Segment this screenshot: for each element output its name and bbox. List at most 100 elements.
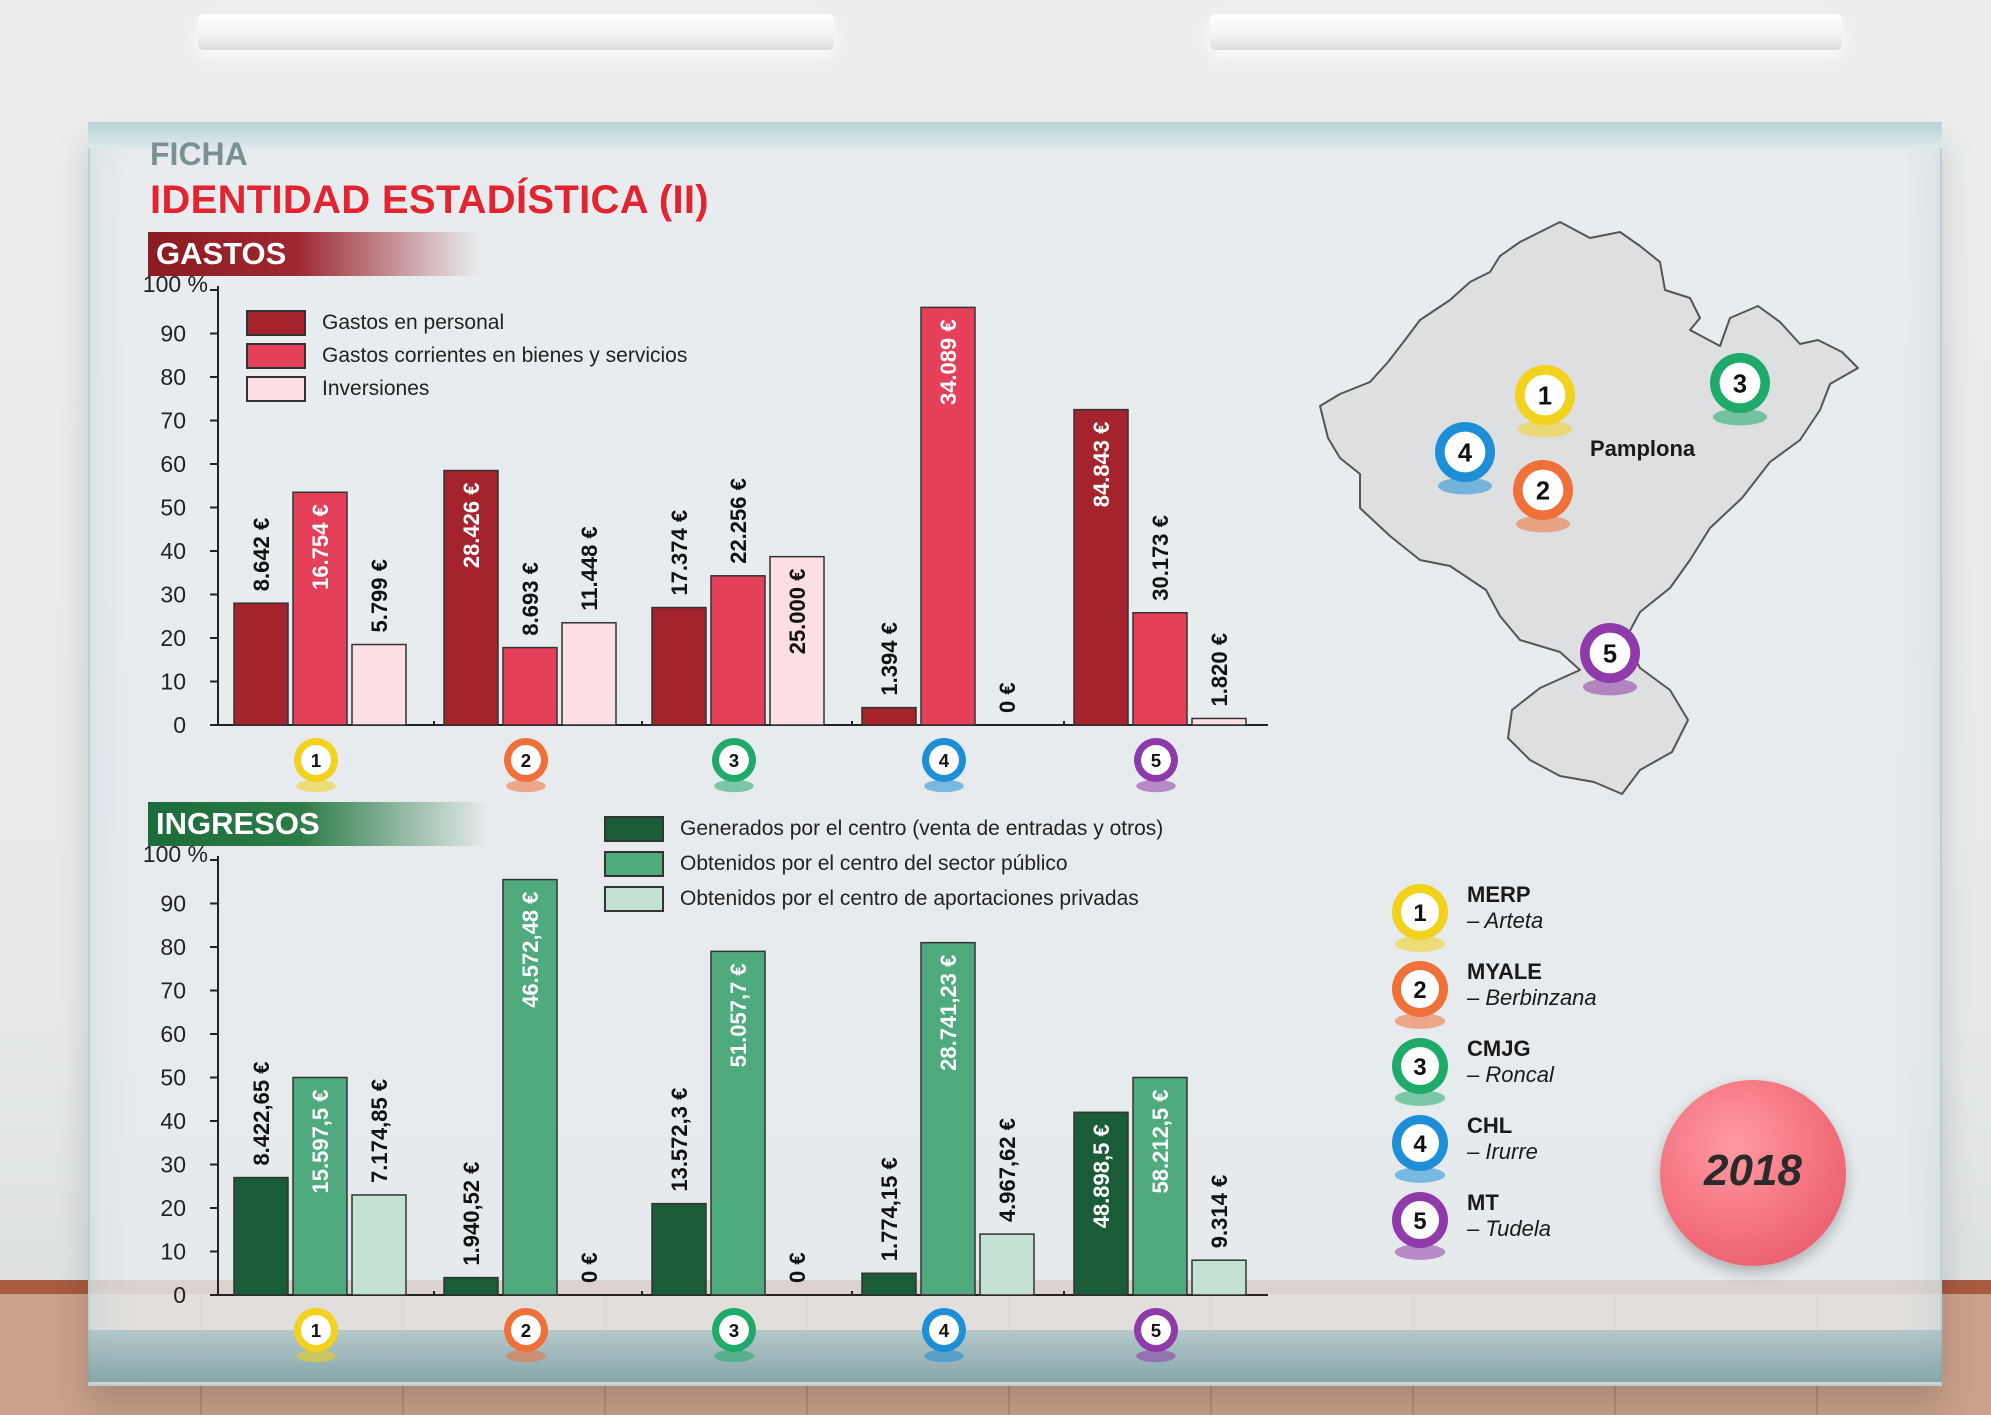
gastos-bar-s2-c2 — [502, 646, 558, 726]
ingresos-category-marker-1-number: 1 — [311, 1320, 321, 1341]
legend-label: Gastos corrientes en bienes y servicios — [322, 344, 688, 367]
ingresos-tick-label: 90 — [160, 891, 186, 917]
ingresos-bar-s1-c1 — [233, 1176, 289, 1296]
key-marker-5-base — [1394, 1244, 1446, 1260]
ingresos-category-marker-2-number: 2 — [521, 1320, 531, 1341]
gastos-value-label-s2-c1: 16.754 € — [308, 504, 333, 590]
chart-gastos: 0 10 20 30 40 50 60 70 80 90 100 % 8.642 € 28.426 € 1… — [143, 271, 1268, 793]
ingresos-tick-label: 0 — [173, 1282, 186, 1308]
key-place: – Arteta — [1467, 908, 1544, 933]
key-code: CHL — [1467, 1113, 1513, 1138]
gastos-tick-label: 50 — [160, 495, 186, 521]
map-marker-4: 4 — [1435, 422, 1495, 495]
gastos-bar-s1-c5 — [1073, 408, 1129, 726]
gastos-category-marker-1-base — [296, 779, 336, 793]
gastos-bar-s2-c4 — [920, 306, 976, 726]
ceiling-lamp-left — [198, 14, 834, 50]
ingresos-bar-s1-c5 — [1073, 1111, 1129, 1296]
key-marker-3-number: 3 — [1413, 1054, 1426, 1081]
ingresos-category-marker-3-number: 3 — [729, 1320, 739, 1341]
gastos-value-label-s2-c4: 34.089 € — [936, 319, 961, 405]
legend-entry: Obtenidos por el centro del sector públi… — [604, 851, 1068, 877]
gastos-category-marker-1-core — [301, 745, 331, 775]
gastos-category-marker-5-core — [1141, 745, 1171, 775]
map-marker-3-number: 3 — [1733, 371, 1747, 399]
ingresos-category-marker-4-number: 4 — [939, 1320, 950, 1341]
map-marker-2-core — [1522, 469, 1564, 511]
gastos-category-marker-1: 1 — [294, 738, 338, 793]
ingresos-value-label-s3-c4: 4.967,62 € — [995, 1118, 1020, 1222]
key-marker-1-core — [1400, 892, 1440, 932]
key-code: CMJG — [1467, 1036, 1531, 1061]
key-place: – Tudela — [1467, 1216, 1551, 1241]
gastos-category-marker-2-base — [506, 779, 546, 793]
ingresos-value-label-s3-c3: 0 € — [785, 1252, 810, 1283]
ingresos-bar-s3-c5 — [1191, 1259, 1247, 1296]
glass-panel-base — [88, 1330, 1942, 1382]
gastos-bar-s1-c1 — [233, 602, 289, 726]
gastos-value-label-s1-c3: 17.374 € — [667, 510, 692, 596]
map-marker-5-number: 5 — [1603, 641, 1617, 669]
key-code: MERP — [1467, 882, 1531, 907]
ingresos-category-marker-2-base — [506, 1349, 546, 1363]
gastos-bar-s2-c3 — [710, 575, 766, 726]
ingresos-value-label-s1-c3: 13.572,3 € — [667, 1088, 692, 1192]
map-marker-3-base — [1713, 408, 1767, 426]
legend-swatch — [604, 851, 664, 877]
map-marker-5: 5 — [1580, 623, 1640, 696]
map-marker-3-core — [1719, 362, 1761, 404]
ingresos-value-label-s2-c3: 51.057,7 € — [726, 963, 751, 1067]
key-marker-4: 4 — [1392, 1115, 1448, 1183]
key-marker-4-base — [1394, 1167, 1446, 1183]
gastos-bar-s2-c5 — [1132, 612, 1188, 726]
ingresos-category-marker-3-core — [719, 1315, 749, 1345]
ingresos-tick-label: 70 — [160, 978, 186, 1004]
legend-entry: Generados por el centro (venta de entrad… — [604, 816, 1163, 842]
year-badge: 2018 — [1660, 1080, 1846, 1266]
map-marker-2: 2 — [1513, 460, 1573, 533]
gastos-bar-s3-c1 — [351, 643, 407, 726]
key-marker-5-core — [1400, 1200, 1440, 1240]
gastos-category-marker-5: 5 — [1134, 738, 1178, 793]
ingresos-category-marker-4: 4 — [922, 1308, 966, 1363]
key-marker-2: 2 — [1392, 961, 1448, 1029]
legend-entry: Gastos corrientes en bienes y servicios — [246, 343, 687, 369]
gastos-tick-label: 20 — [160, 625, 186, 651]
page-title: IDENTIDAD ESTADÍSTICA (II) — [150, 178, 709, 222]
ingresos-value-label-s3-c2: 0 € — [577, 1252, 602, 1283]
gastos-bar-s3-c3 — [769, 555, 825, 726]
ingresos-tick-label: 50 — [160, 1065, 186, 1091]
ceiling-lamp-right — [1210, 14, 1842, 50]
gastos-value-label-s3-c4: 0 € — [995, 682, 1020, 713]
ingresos-tick-label: 20 — [160, 1195, 186, 1221]
map-marker-1-base — [1518, 420, 1572, 438]
key-marker-1: 1 — [1392, 884, 1448, 952]
chart-ingresos: 0 10 20 30 40 50 60 70 80 90 100 % 8.422,65 € 1.940,… — [143, 841, 1268, 1363]
ingresos-category-marker-4-core — [929, 1315, 959, 1345]
key-marker-4-number: 4 — [1413, 1131, 1427, 1158]
map-marker-4-base — [1438, 477, 1492, 495]
map-marker-1-number: 1 — [1538, 383, 1552, 411]
gastos-value-label-s1-c4: 1.394 € — [877, 622, 902, 695]
gastos-category-marker-3-core — [719, 745, 749, 775]
key-marker-3-base — [1394, 1090, 1446, 1106]
legend-swatch — [604, 886, 664, 912]
map-marker-5-base — [1583, 678, 1637, 696]
key-place: – Berbinzana — [1467, 985, 1597, 1010]
ingresos-category-marker-5-base — [1136, 1349, 1176, 1363]
ingresos-category-marker-5-number: 5 — [1151, 1320, 1161, 1341]
key-marker-2-core — [1400, 969, 1440, 1009]
gastos-tick-label: 60 — [160, 451, 186, 477]
key-marker-5: 5 — [1392, 1192, 1448, 1260]
map-marker-4-number: 4 — [1458, 440, 1473, 468]
ingresos-value-label-s2-c5: 58.212,5 € — [1148, 1090, 1173, 1194]
key-place: – Irurre — [1467, 1139, 1538, 1164]
legend-entry: Obtenidos por el centro de aportaciones … — [604, 886, 1139, 912]
gastos-value-label-s2-c2: 8.693 € — [518, 562, 543, 635]
ingresos-category-marker-1-core — [301, 1315, 331, 1345]
legend-label: Inversiones — [322, 377, 430, 400]
gastos-category-marker-1-number: 1 — [311, 750, 321, 771]
gastos-bar-s1-c4 — [861, 706, 917, 726]
gastos-tick-label: 10 — [160, 669, 186, 695]
